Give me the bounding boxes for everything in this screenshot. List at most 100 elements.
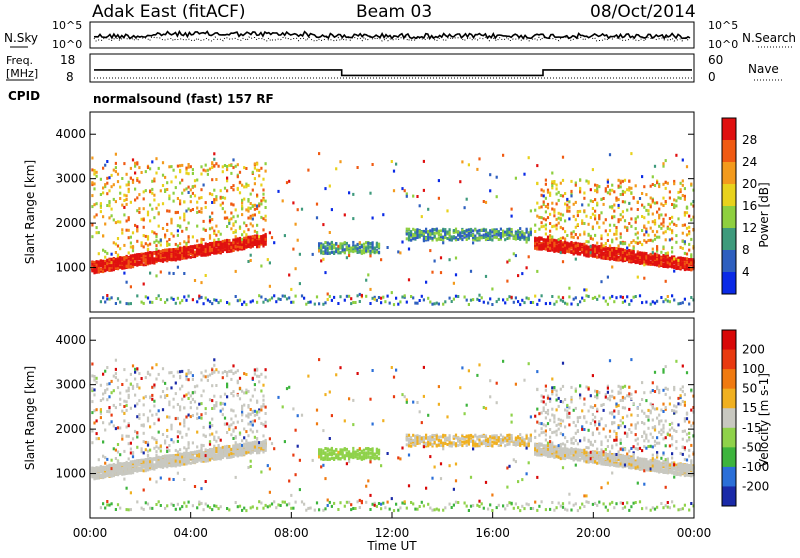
heatmap-cell	[688, 268, 690, 271]
heatmap-cell	[667, 300, 669, 303]
heatmap-cell	[108, 504, 110, 507]
heatmap-cell	[141, 260, 143, 263]
heatmap-cell	[164, 249, 166, 252]
heatmap-cell	[245, 185, 247, 188]
heatmap-cell	[688, 232, 690, 235]
heatmap-cell	[192, 245, 194, 248]
heatmap-cell	[166, 252, 168, 255]
heatmap-cell	[155, 465, 157, 468]
heatmap-cell	[438, 233, 440, 236]
heatmap-cell	[410, 230, 412, 233]
heatmap-cell	[446, 209, 448, 212]
heatmap-cell	[652, 239, 654, 242]
heatmap-cell	[192, 208, 194, 211]
heatmap-cell	[102, 235, 104, 238]
heatmap-cell	[331, 299, 333, 302]
heatmap-cell	[585, 254, 587, 257]
heatmap-cell	[119, 472, 121, 475]
heatmap-cell	[598, 217, 600, 220]
heatmap-cell	[190, 209, 192, 212]
heatmap-cell	[130, 452, 132, 455]
heatmap-cell	[151, 465, 153, 468]
heatmap-cell	[239, 191, 241, 194]
heatmap-cell	[136, 179, 138, 182]
heatmap-cell	[258, 294, 260, 297]
heatmap-cell	[211, 218, 213, 221]
heatmap-cell	[123, 194, 125, 197]
heatmap-cell	[262, 199, 264, 202]
heatmap-cell	[506, 233, 508, 236]
heatmap-cell	[583, 197, 585, 200]
heatmap-cell	[241, 246, 243, 249]
heatmap-cell	[675, 199, 677, 202]
heatmap-cell	[423, 160, 425, 163]
heatmap-cell	[108, 176, 110, 179]
heatmap-cell	[472, 241, 474, 244]
heatmap-cell	[147, 372, 149, 375]
heatmap-cell	[637, 201, 639, 204]
heatmap-cell	[568, 210, 570, 213]
heatmap-cell	[350, 249, 352, 252]
heatmap-cell	[600, 246, 602, 249]
heatmap-cell	[243, 239, 245, 242]
heatmap-cell	[254, 167, 256, 170]
heatmap-cell	[132, 255, 134, 258]
heatmap-cell	[177, 234, 179, 237]
heatmap-cell	[556, 187, 558, 190]
heatmap-cell	[213, 158, 215, 161]
heatmap-cell	[130, 255, 132, 258]
heatmap-cell	[130, 236, 132, 239]
heatmap-cell	[641, 229, 643, 232]
heatmap-cell	[262, 245, 264, 248]
heatmap-cell	[209, 252, 211, 255]
heatmap-cell	[547, 242, 549, 245]
colorbar-tick-label: 8	[742, 243, 750, 257]
heatmap-cell	[250, 300, 252, 303]
heatmap-cell	[585, 250, 587, 253]
heatmap-cell	[211, 212, 213, 215]
heatmap-cell	[652, 183, 654, 186]
heatmap-cell	[457, 231, 459, 234]
heatmap-cell	[177, 197, 179, 200]
heatmap-cell	[166, 458, 168, 461]
heatmap-cell	[656, 230, 658, 233]
heatmap-cell	[682, 257, 684, 260]
heatmap-cell	[476, 237, 478, 240]
heatmap-cell	[265, 200, 267, 203]
heatmap-cell	[449, 228, 451, 231]
heatmap-cell	[440, 233, 442, 236]
heatmap-cell	[228, 222, 230, 225]
heatmap-cell	[583, 192, 585, 195]
heatmap-cell	[615, 230, 617, 233]
heatmap-cell	[517, 230, 519, 233]
heatmap-cell	[160, 239, 162, 242]
heatmap-cell	[117, 464, 119, 467]
heatmap-cell	[592, 213, 594, 216]
heatmap-cell	[588, 182, 590, 185]
heatmap-cell	[93, 187, 95, 190]
heatmap-cell	[478, 229, 480, 232]
heatmap-cell	[265, 170, 267, 173]
heatmap-cell	[545, 227, 547, 230]
heatmap-cell	[128, 396, 130, 399]
heatmap-cell	[115, 508, 117, 511]
heatmap-cell	[449, 297, 451, 300]
heatmap-cell	[215, 225, 217, 228]
heatmap-cell	[166, 387, 168, 390]
heatmap-cell	[673, 266, 675, 269]
heatmap-cell	[277, 297, 279, 300]
heatmap-cell	[671, 251, 673, 254]
heatmap-cell	[230, 217, 232, 220]
heatmap-cell	[654, 223, 656, 226]
heatmap-cell	[164, 396, 166, 399]
heatmap-cell	[543, 217, 545, 220]
heatmap-cell	[498, 230, 500, 233]
heatmap-cell	[168, 238, 170, 241]
heatmap-cell	[117, 173, 119, 176]
heatmap-cell	[277, 190, 279, 193]
heatmap-cell	[158, 241, 160, 244]
heatmap-cell	[643, 239, 645, 242]
heatmap-cell	[684, 214, 686, 217]
